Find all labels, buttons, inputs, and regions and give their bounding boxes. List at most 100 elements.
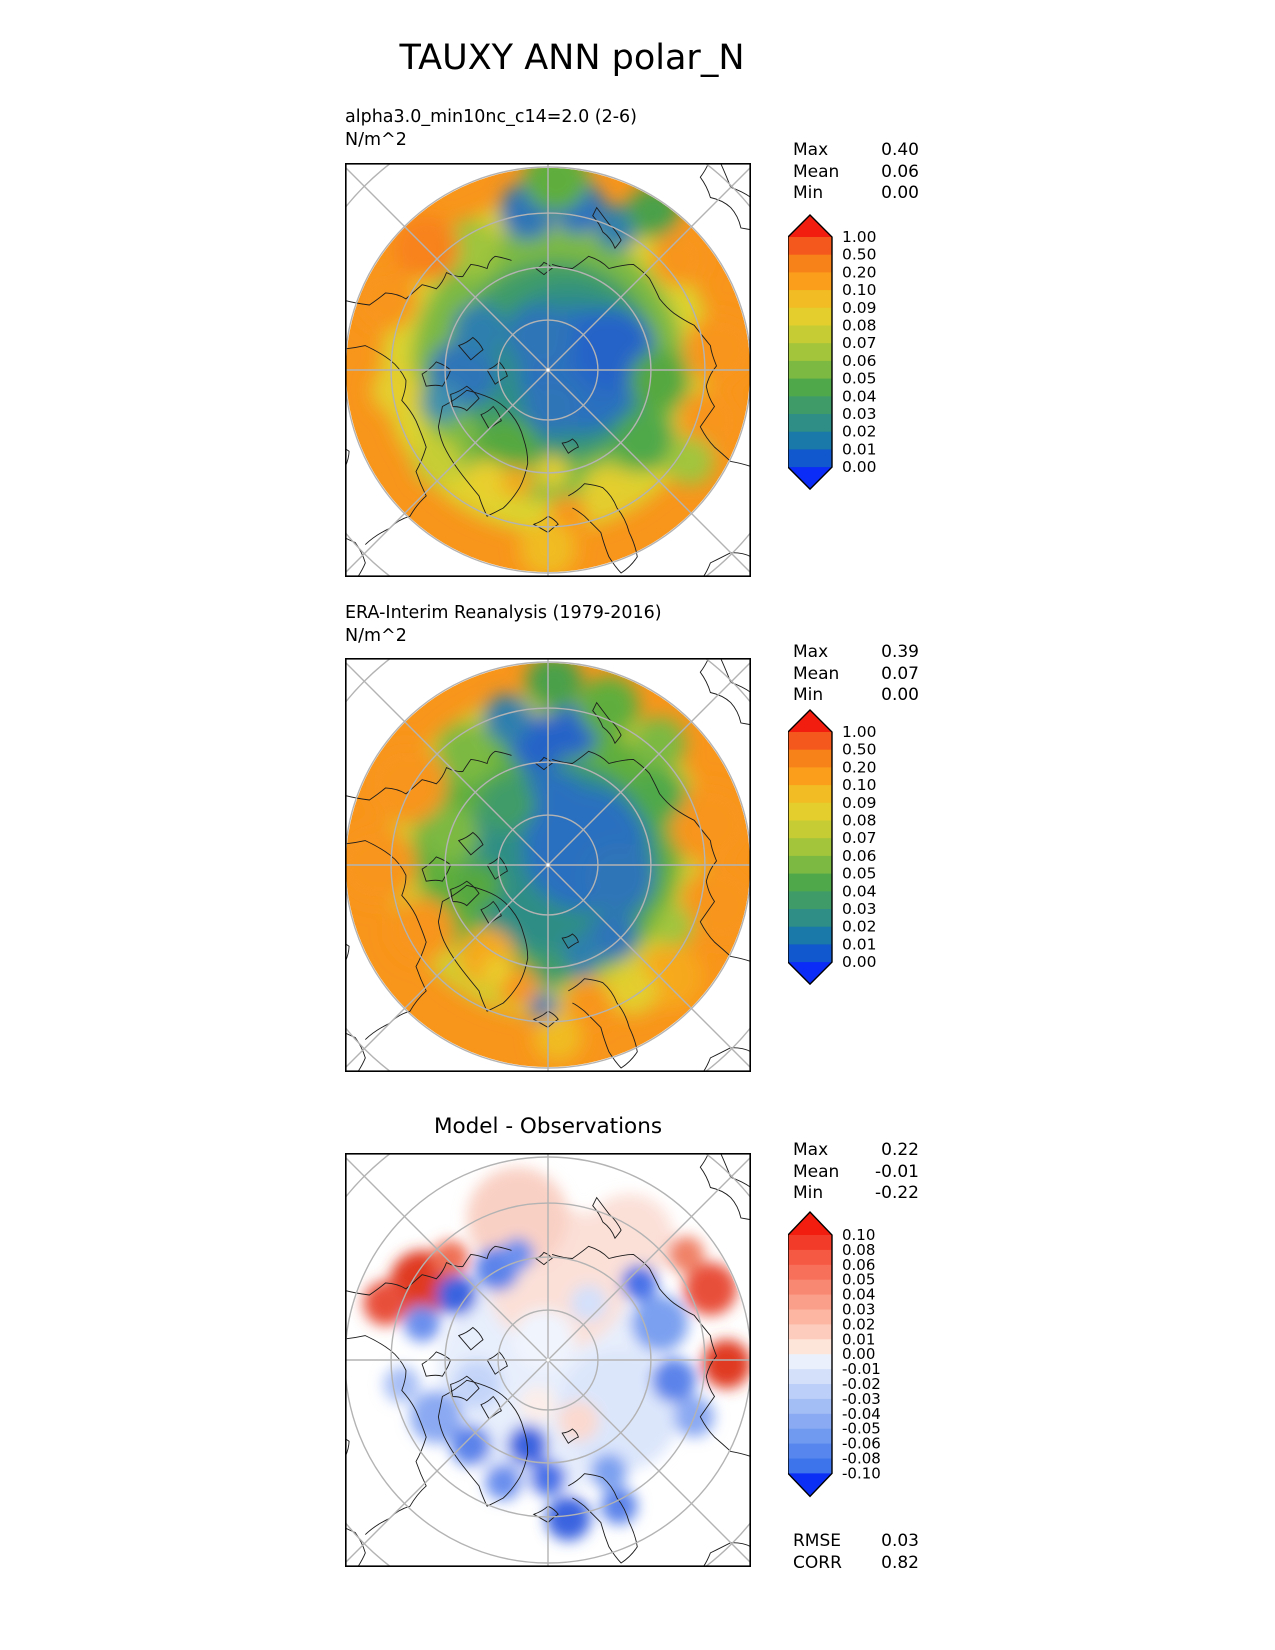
colorbar-svg: 1.000.500.200.100.090.080.070.060.050.04…	[787, 709, 877, 986]
colorbar-tick-label: 0.04	[842, 882, 877, 900]
colorbar-tick-label: 0.04	[842, 387, 877, 405]
stat-label: CORR	[793, 1552, 842, 1573]
stat-label: Mean	[793, 663, 840, 684]
coastlines	[332, 158, 764, 582]
stat-row: Max 0.22	[793, 1140, 919, 1162]
colorbar-tick-label: 0.05	[842, 370, 877, 388]
stat-row: RMSE 0.03	[793, 1531, 919, 1553]
colorbar-tick-label: 0.03	[842, 1301, 875, 1319]
stat-row: Mean 0.06	[793, 162, 919, 184]
stat-row: Mean 0.07	[793, 664, 919, 686]
difference-stats-block: Max 0.22 Mean -0.01 Min -0.22	[793, 1140, 919, 1205]
colorbar-tick-label: 0.10	[842, 776, 877, 794]
colorbar-tick-label: 0.05	[842, 1271, 875, 1289]
stat-row: Min 0.00	[793, 685, 919, 707]
stat-label: Min	[793, 183, 824, 204]
stat-row: Max 0.40	[793, 140, 919, 162]
colorbar-tick-label: 0.02	[842, 1315, 875, 1333]
colorbar-tick-label: -0.10	[842, 1464, 881, 1482]
colorbar-tick-label: 0.02	[842, 918, 877, 936]
reanalysis-polar-map	[248, 565, 848, 1165]
stat-value: 0.00	[881, 685, 919, 706]
stat-row: Min -0.22	[793, 1183, 919, 1205]
stat-value: 0.39	[881, 642, 919, 662]
coastlines	[332, 1148, 764, 1572]
colorbar-tick-label: 0.06	[842, 1256, 875, 1274]
stat-value: 0.40	[881, 140, 919, 160]
colorbar-tick-label: 0.03	[842, 900, 877, 918]
colorbar-tick-label: 0.09	[842, 794, 877, 812]
colorbar-tick-label: 0.50	[842, 741, 877, 759]
stat-label: RMSE	[793, 1531, 842, 1551]
colorbar-tick-label: 0.00	[842, 458, 877, 476]
colorbar-tick-label: 0.09	[842, 299, 877, 317]
stat-value: -0.22	[875, 1183, 919, 1204]
panel3-title: Model - Observations	[433, 1114, 663, 1139]
colorbar-svg: 0.100.080.060.050.040.030.020.010.00-0.0…	[787, 1210, 881, 1498]
colorbar-tick-label: 0.08	[842, 317, 877, 335]
stat-row: Min 0.00	[793, 183, 919, 205]
stat-label: Min	[793, 1183, 824, 1204]
colorbar-tick-label: 0.10	[842, 281, 877, 299]
stat-value: -0.01	[875, 1161, 919, 1182]
colorbar-tick-label: -0.04	[842, 1405, 881, 1423]
colorbar-tick-label: 0.20	[842, 758, 877, 776]
stat-value: 0.03	[881, 1531, 919, 1551]
difference-colorbar: 0.10 0.08 0.06 0.05 0.04 0.03 0.02 0.01 0.00 -0.0…	[787, 1205, 913, 1519]
colorbar-tick-label: 0.08	[842, 1241, 875, 1259]
colorbar-tick-label: -0.03	[842, 1390, 881, 1408]
stat-row: Max 0.39	[793, 642, 919, 664]
panel2-units-label: N/m^2	[345, 626, 407, 646]
colorbar-tick-label: 0.01	[842, 935, 877, 953]
colorbar-tick-label: -0.05	[842, 1420, 881, 1438]
stat-row: CORR 0.82	[793, 1553, 919, 1575]
stat-value: 0.00	[881, 183, 919, 204]
difference-polar-map	[248, 1060, 848, 1650]
colorbar-tick-label: -0.06	[842, 1435, 881, 1453]
difference-metrics-block: RMSE 0.03 CORR 0.82	[793, 1531, 919, 1574]
stat-value: 0.07	[881, 663, 919, 684]
polar-map-svg	[248, 70, 848, 670]
polar-map-svg	[248, 1060, 848, 1650]
panel2-subtitle: ERA-Interim Reanalysis (1979-2016)	[345, 603, 662, 623]
colorbar-tick-label: 0.03	[842, 405, 877, 423]
colorbar-tick-label: 0.01	[842, 440, 877, 458]
colorbar-tick-label: 0.10	[842, 1226, 875, 1244]
model-stats-block: Max 0.40 Mean 0.06 Min 0.00	[793, 140, 919, 205]
colorbar-tick-label: 0.06	[842, 847, 877, 865]
colorbar-tick-label: -0.08	[842, 1450, 881, 1468]
stat-value: 0.06	[881, 161, 919, 182]
stat-label: Max	[793, 140, 829, 160]
model-polar-map	[248, 70, 848, 670]
colorbar-tick-label: 0.06	[842, 352, 877, 370]
stat-row: Mean -0.01	[793, 1162, 919, 1184]
colorbar-tick-label: 0.00	[842, 953, 877, 971]
colorbar-tick-label: 0.07	[842, 829, 877, 847]
colorbar-tick-label: 0.05	[842, 865, 877, 883]
colorbar-tick-label: 0.08	[842, 812, 877, 830]
colorbar-tick-label: 0.50	[842, 246, 877, 264]
panel1-subtitle: alpha3.0_min10nc_c14=2.0 (2-6)	[345, 107, 638, 127]
panel1-units-label: N/m^2	[345, 130, 407, 150]
reanalysis-colorbar: 1.00 0.50 0.20 0.10 0.09 0.08 0.07 0.06 0.05 0.04…	[787, 703, 913, 997]
stat-label: Min	[793, 685, 824, 706]
stat-value: 0.82	[881, 1552, 919, 1573]
colorbar-tick-label: 0.04	[842, 1286, 875, 1304]
colorbar-tick-label: 0.01	[842, 1330, 875, 1348]
colorbar-tick-label: 0.07	[842, 334, 877, 352]
colorbar-tick-label: -0.01	[842, 1360, 881, 1378]
stat-label: Mean	[793, 1161, 840, 1182]
reanalysis-stats-block: Max 0.39 Mean 0.07 Min 0.00	[793, 642, 919, 707]
colorbar-tick-label: 0.02	[842, 423, 877, 441]
stat-label: Max	[793, 1140, 829, 1160]
colorbar-svg: 1.000.500.200.100.090.080.070.060.050.04…	[787, 214, 877, 491]
stat-label: Mean	[793, 161, 840, 182]
colorbar-tick-label: 0.00	[842, 1345, 875, 1363]
stat-label: Max	[793, 642, 829, 662]
polar-map-svg	[248, 565, 848, 1165]
colorbar-tick-label: -0.02	[842, 1375, 881, 1393]
colorbar-tick-label: 1.00	[842, 723, 877, 741]
figure-title: TAUXY ANN polar_N	[399, 38, 745, 78]
colorbar-tick-label: 0.20	[842, 263, 877, 281]
